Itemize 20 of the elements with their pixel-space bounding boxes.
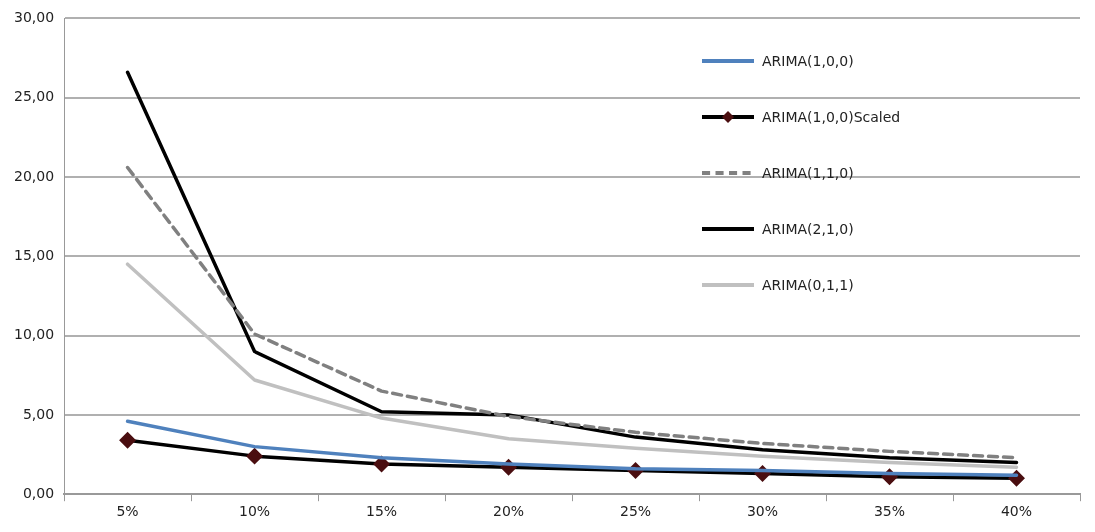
y-tick-label: 5,00 <box>22 405 55 422</box>
legend-label: ARIMA(1,0,0)Scaled <box>762 109 901 126</box>
x-tick-label: 20% <box>492 503 525 520</box>
legend-label: ARIMA(1,0,0) <box>762 53 854 70</box>
y-tick-label: 20,00 <box>13 167 55 184</box>
legend-label: ARIMA(1,1,0) <box>762 165 854 182</box>
y-tick-label: 15,00 <box>13 246 55 263</box>
y-tick-label: 0,00 <box>22 484 55 501</box>
legend-label: ARIMA(2,1,0) <box>762 221 854 238</box>
x-tick-label: 30% <box>746 503 779 520</box>
x-tick-label: 15% <box>365 503 398 520</box>
y-tick-label: 10,00 <box>13 326 55 343</box>
y-tick-label: 25,00 <box>13 88 55 105</box>
x-tick-label: 35% <box>873 503 906 520</box>
x-tick-label: 25% <box>619 503 652 520</box>
x-tick-label: 10% <box>239 503 271 520</box>
x-tick-label: 40% <box>1000 503 1033 520</box>
legend-label: ARIMA(0,1,1) <box>762 277 854 294</box>
y-tick-label: 30,00 <box>13 9 55 26</box>
x-tick-label: 5% <box>116 503 139 520</box>
